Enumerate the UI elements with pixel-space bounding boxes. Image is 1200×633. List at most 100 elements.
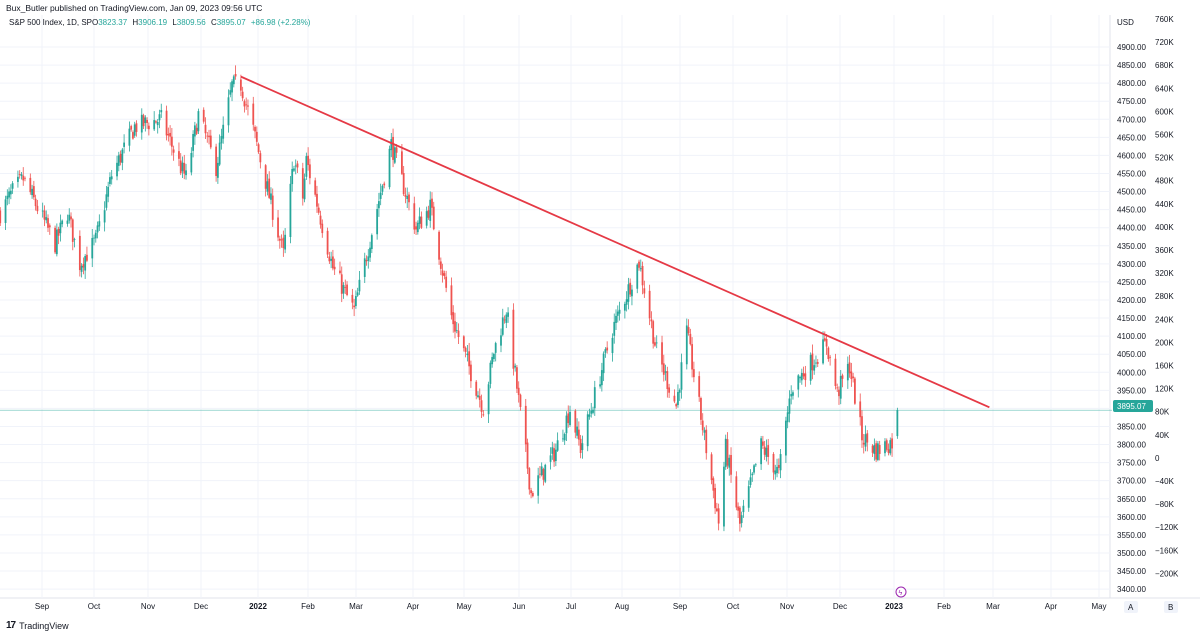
candle	[370, 233, 373, 254]
time-tick-label: May	[1091, 602, 1106, 611]
price-tick-label: 3950.00	[1117, 386, 1146, 395]
change-value: +86.98 (+2.28%)	[251, 18, 311, 27]
candle	[301, 162, 304, 206]
axis-button-a[interactable]: A	[1124, 601, 1138, 613]
candle	[427, 205, 430, 220]
candle	[761, 435, 764, 449]
chart-legend: S&P 500 Index, 1D, SP O3823.37 H3906.19 …	[9, 18, 311, 27]
candle	[703, 427, 706, 441]
candle	[346, 281, 348, 297]
candle	[841, 373, 844, 388]
volume-tick-label: 560K	[1155, 131, 1174, 140]
axis-button-b[interactable]: B	[1164, 601, 1178, 613]
candle	[470, 360, 472, 388]
price-tick-label: 3850.00	[1117, 422, 1146, 431]
candle	[284, 228, 287, 254]
candle	[105, 185, 108, 211]
candle	[271, 188, 274, 227]
candle	[61, 219, 64, 228]
candle	[185, 163, 187, 180]
candle	[468, 342, 471, 375]
candle	[331, 249, 334, 271]
candle	[209, 129, 212, 150]
volume-tick-label: −200K	[1155, 569, 1179, 578]
candle	[600, 362, 603, 392]
candle	[740, 511, 743, 528]
candle	[6, 189, 9, 206]
candle	[280, 234, 283, 248]
price-tick-label: 4900.00	[1117, 43, 1146, 52]
candle	[130, 124, 133, 132]
candle	[132, 130, 134, 140]
candle	[466, 344, 469, 362]
price-tick-label: 4500.00	[1117, 188, 1146, 197]
candle	[32, 180, 35, 200]
price-tick-label: 4100.00	[1117, 332, 1146, 341]
candle	[800, 368, 803, 385]
candle	[326, 227, 329, 259]
volume-tick-label: 120K	[1155, 385, 1174, 394]
volume-tick-label: 40K	[1155, 431, 1170, 440]
candle	[218, 134, 221, 167]
candle	[255, 126, 258, 146]
candle	[654, 337, 656, 347]
candle	[687, 319, 690, 336]
candle	[229, 82, 232, 98]
price-tick-label: 4550.00	[1117, 169, 1146, 178]
candle	[305, 152, 308, 180]
candle	[627, 277, 630, 310]
candle	[119, 150, 122, 166]
candle	[786, 406, 789, 429]
event-marker[interactable]: ϟ	[895, 586, 907, 598]
candle	[539, 466, 541, 479]
candle	[195, 123, 198, 136]
time-tick-label: 2023	[885, 602, 903, 611]
candle	[178, 142, 180, 167]
ohlc-readout: O3823.37 H3906.19 L3809.56 C3895.07 +86.…	[92, 18, 311, 27]
candle	[554, 443, 557, 467]
time-tick-label: Dec	[833, 602, 847, 611]
trendline[interactable]	[240, 75, 990, 409]
volume-tick-label: 680K	[1155, 61, 1174, 70]
candle	[91, 228, 94, 268]
candle	[599, 376, 601, 389]
candle	[505, 312, 508, 329]
candle	[71, 218, 74, 251]
price-tick-label: 4700.00	[1117, 115, 1146, 124]
candle	[593, 380, 596, 416]
candle	[724, 434, 727, 470]
volume-tick-label: 720K	[1155, 38, 1174, 47]
candle	[277, 209, 279, 242]
candle	[871, 444, 874, 457]
candle	[698, 371, 701, 402]
candle	[268, 171, 271, 200]
candle	[36, 199, 39, 215]
candle	[514, 363, 517, 372]
candle	[381, 184, 384, 196]
candle	[78, 230, 81, 277]
candle	[147, 122, 150, 136]
candle	[776, 458, 778, 478]
candle	[616, 305, 619, 323]
time-tick-label: Jul	[566, 602, 576, 611]
candle	[321, 219, 324, 238]
candle	[393, 144, 396, 165]
candle	[86, 246, 88, 263]
candle	[811, 344, 814, 380]
candle	[728, 454, 731, 476]
candle	[799, 375, 801, 383]
candle	[551, 441, 554, 460]
candle	[216, 156, 219, 184]
candle	[592, 406, 594, 415]
candle	[862, 433, 865, 454]
candle	[480, 394, 483, 418]
candle	[662, 354, 665, 382]
candle	[519, 393, 522, 411]
candle	[365, 255, 368, 266]
candle	[567, 405, 570, 428]
candle	[93, 234, 95, 246]
candle	[282, 230, 285, 257]
candle	[464, 346, 467, 358]
candle	[172, 145, 175, 161]
